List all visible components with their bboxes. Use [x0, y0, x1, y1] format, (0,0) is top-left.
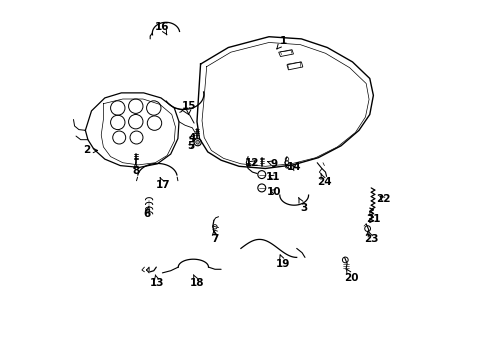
Text: 3: 3: [298, 198, 307, 213]
Text: 8: 8: [132, 163, 139, 176]
Text: 23: 23: [363, 231, 378, 244]
Text: 6: 6: [142, 206, 150, 219]
Text: 21: 21: [366, 211, 380, 224]
Text: 5: 5: [187, 141, 194, 151]
Text: 4: 4: [188, 132, 196, 143]
Text: 22: 22: [375, 194, 389, 204]
Text: 17: 17: [156, 177, 170, 190]
Text: 11: 11: [265, 172, 279, 182]
Text: 10: 10: [266, 186, 281, 197]
Text: 7: 7: [211, 231, 218, 244]
Text: 2: 2: [83, 145, 98, 156]
Text: 19: 19: [276, 255, 290, 269]
Text: 24: 24: [316, 174, 331, 187]
Text: 20: 20: [344, 269, 358, 283]
Text: 12: 12: [244, 158, 259, 168]
Text: 16: 16: [155, 22, 169, 35]
Text: 14: 14: [286, 162, 301, 172]
Text: 15: 15: [181, 101, 196, 114]
Text: 9: 9: [267, 159, 277, 169]
Text: 18: 18: [189, 275, 204, 288]
Text: 1: 1: [276, 36, 286, 49]
Text: 13: 13: [150, 275, 164, 288]
